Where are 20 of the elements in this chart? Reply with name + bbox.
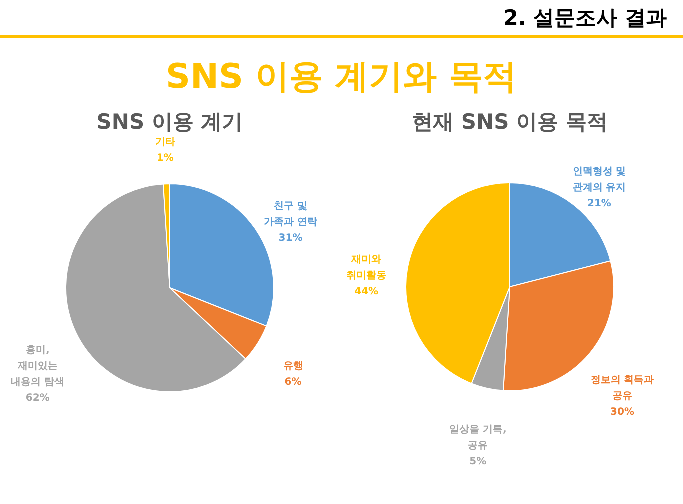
chart-title: 현재 SNS 이용 목적 <box>412 110 608 134</box>
text: 2. 설문조사 결과 <box>0 0 683 38</box>
slice-label: 인맥형성 및 관계의 유지 <box>572 166 626 194</box>
text: SNS 이용 계기와 목적 <box>166 57 517 97</box>
data-label: 5% <box>470 456 487 468</box>
slice-label: 기타 <box>155 137 176 148</box>
data-label: 44% <box>354 286 379 298</box>
slice-label: 일상을 기록, 공유 <box>450 424 507 452</box>
data-label: 31% <box>278 232 303 244</box>
slice-label: 흥미, 재미있는 내용의 탐색 <box>11 345 65 388</box>
data-label: 30% <box>610 407 634 418</box>
data-label: 62% <box>26 393 50 404</box>
data-label: 6% <box>284 377 302 388</box>
chart-title: SNS 이용 계기 <box>96 110 244 134</box>
slice-label: 정보의 획득과 공유 <box>590 375 654 402</box>
slice-label: 유행 <box>283 361 304 372</box>
slice-label: 친구 및 가족과 연락 <box>264 200 318 228</box>
data-label: 1% <box>156 153 174 164</box>
slice-label: 재미와 취미활동 <box>346 254 387 282</box>
data-label: 21% <box>588 198 612 210</box>
